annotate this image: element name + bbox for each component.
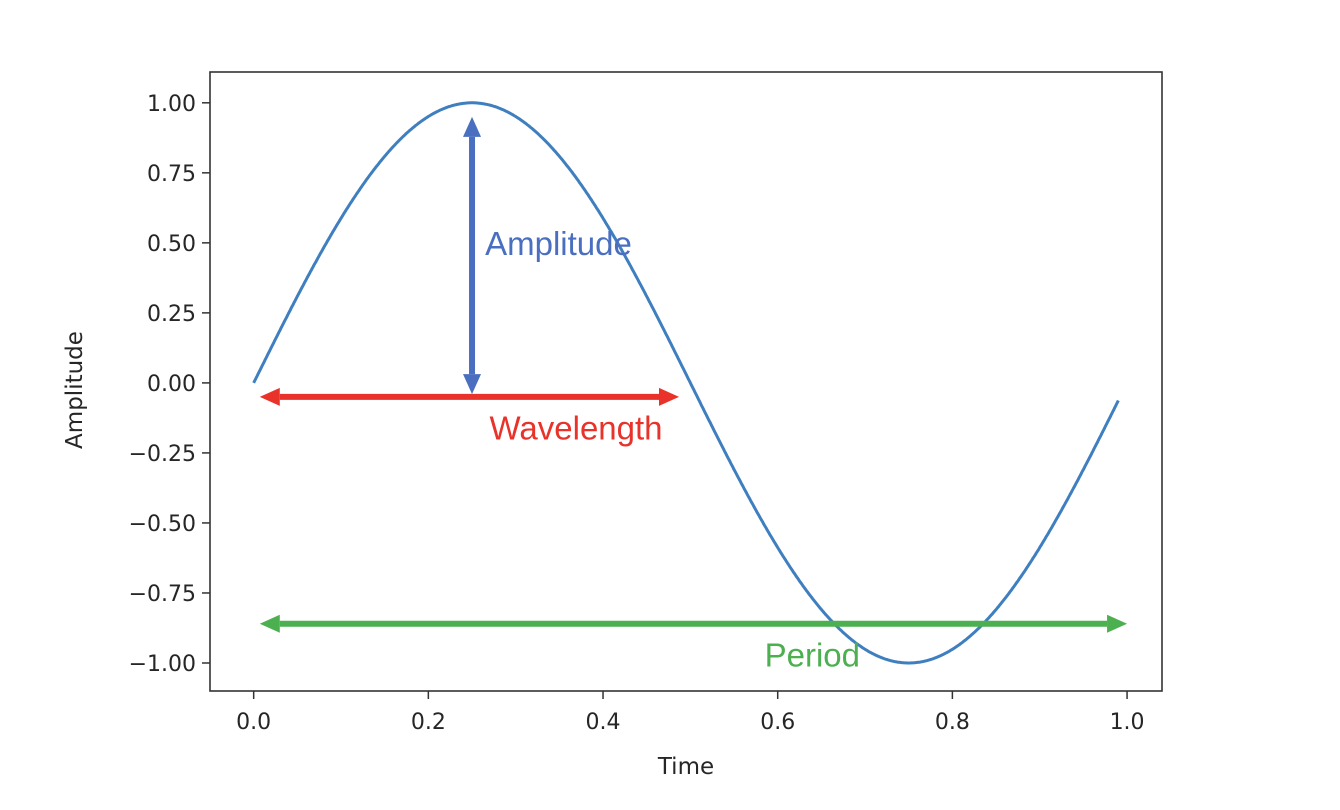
- arrow-head: [659, 387, 680, 406]
- arrow-head: [463, 374, 482, 395]
- plot-frame: [209, 71, 1163, 692]
- x-axis-label: Time: [657, 754, 714, 780]
- arrow-head: [259, 387, 280, 406]
- y-tick-label: 0.25: [147, 302, 196, 327]
- y-tick-label: 0.50: [147, 232, 196, 257]
- annotation-wavelength: Wavelength: [259, 387, 680, 447]
- y-tick-label: −1.00: [129, 652, 196, 677]
- y-tick-label: 0.00: [147, 372, 196, 397]
- y-axis-label: Amplitude: [62, 331, 88, 449]
- annotation-label: Wavelength: [489, 410, 662, 447]
- annotation-period: Period: [259, 614, 1128, 674]
- x-tick-label: 0.6: [760, 710, 795, 735]
- arrow-head: [463, 116, 482, 137]
- x-tick-label: 0.4: [586, 710, 621, 735]
- x-tick-label: 0.2: [411, 710, 446, 735]
- x-tick-label: 1.0: [1110, 710, 1145, 735]
- y-tick-label: 0.75: [147, 162, 196, 187]
- sine-wave-line: [252, 101, 1120, 665]
- y-tick-label: −0.75: [129, 582, 196, 607]
- arrow-head: [1107, 614, 1128, 633]
- y-tick-label: 1.00: [147, 92, 196, 117]
- x-tick-label: 0.0: [236, 710, 271, 735]
- arrow-head: [259, 614, 280, 633]
- annotation-label: Amplitude: [485, 225, 632, 262]
- y-tick-label: −0.50: [129, 512, 196, 537]
- y-tick-label: −0.25: [129, 442, 196, 467]
- annotation-label: Period: [765, 637, 860, 674]
- x-tick-label: 0.8: [935, 710, 970, 735]
- annotation-amplitude: Amplitude: [463, 116, 632, 395]
